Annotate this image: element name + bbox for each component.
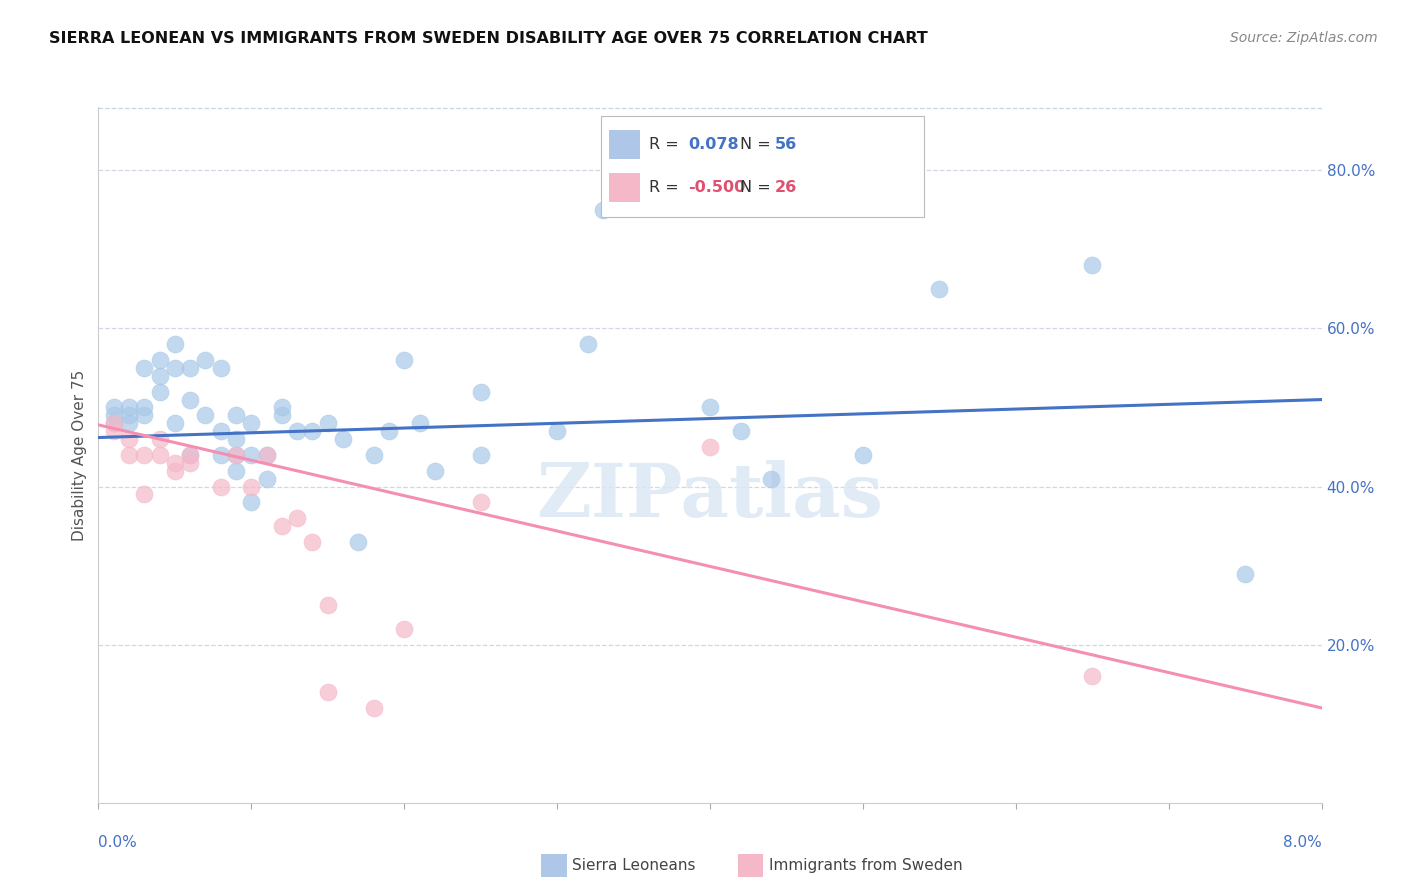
Point [149,384,172,399]
Point [103,409,125,423]
Point [699,440,721,454]
Text: N =: N = [740,180,776,195]
Point [163,456,186,470]
Point [103,424,125,438]
Point [163,417,186,431]
Point [240,495,263,509]
Point [103,417,125,431]
Point [194,353,217,368]
Point [1081,258,1104,272]
Point [270,519,294,533]
Point [316,685,339,699]
Point [179,392,201,407]
Point [301,424,323,438]
Point [470,495,492,509]
Point [546,424,568,438]
Point [225,448,247,462]
Point [240,448,263,462]
Point [134,360,156,375]
Point [256,448,278,462]
Point [225,409,247,423]
Point [118,432,141,446]
Point [194,409,217,423]
Point [928,282,950,296]
Point [240,479,263,493]
Point [256,448,278,462]
Point [363,448,385,462]
Point [118,417,141,431]
Text: N =: N = [740,137,776,153]
Point [163,360,186,375]
Point [163,464,186,478]
Point [576,337,599,351]
Point [592,202,614,217]
Point [378,424,401,438]
Point [209,360,232,375]
Point [149,448,172,462]
Point [316,598,339,612]
Point [285,511,308,525]
Text: R =: R = [648,180,683,195]
Text: 26: 26 [775,180,797,195]
Point [408,417,430,431]
Point [285,424,308,438]
Text: 0.078: 0.078 [688,137,738,153]
Point [179,456,201,470]
Point [1081,669,1104,683]
Point [270,401,294,415]
Point [149,432,172,446]
Point [179,360,201,375]
Text: -0.500: -0.500 [688,180,745,195]
Point [134,448,156,462]
Point [163,337,186,351]
Point [149,368,172,383]
Point [179,448,201,462]
Point [392,353,416,368]
Point [134,409,156,423]
Point [699,401,721,415]
Y-axis label: Disability Age Over 75: Disability Age Over 75 [72,369,87,541]
Point [347,534,370,549]
Point [256,472,278,486]
Text: 56: 56 [775,137,797,153]
Point [363,701,385,715]
Point [118,401,141,415]
Point [149,353,172,368]
Point [316,417,339,431]
Point [118,448,141,462]
Point [103,401,125,415]
Text: Source: ZipAtlas.com: Source: ZipAtlas.com [1230,31,1378,45]
Point [225,448,247,462]
Point [103,417,125,431]
Text: 0.0%: 0.0% [98,836,138,850]
Point [1234,566,1257,581]
Point [759,472,782,486]
Text: Immigrants from Sweden: Immigrants from Sweden [769,858,963,872]
Point [301,534,323,549]
Text: Sierra Leoneans: Sierra Leoneans [572,858,696,872]
Point [470,384,492,399]
Point [240,417,263,431]
Point [209,479,232,493]
Point [209,424,232,438]
Point [423,464,446,478]
Point [179,448,201,462]
Point [392,622,416,636]
Point [209,448,232,462]
Point [118,409,141,423]
Point [852,448,875,462]
Point [730,424,752,438]
Text: SIERRA LEONEAN VS IMMIGRANTS FROM SWEDEN DISABILITY AGE OVER 75 CORRELATION CHAR: SIERRA LEONEAN VS IMMIGRANTS FROM SWEDEN… [49,31,928,46]
Text: ZIPatlas: ZIPatlas [537,460,883,533]
Point [470,448,492,462]
Point [134,401,156,415]
Point [225,432,247,446]
Text: 8.0%: 8.0% [1282,836,1322,850]
Point [332,432,354,446]
Text: R =: R = [648,137,683,153]
Point [270,409,294,423]
Point [225,464,247,478]
Point [134,487,156,501]
